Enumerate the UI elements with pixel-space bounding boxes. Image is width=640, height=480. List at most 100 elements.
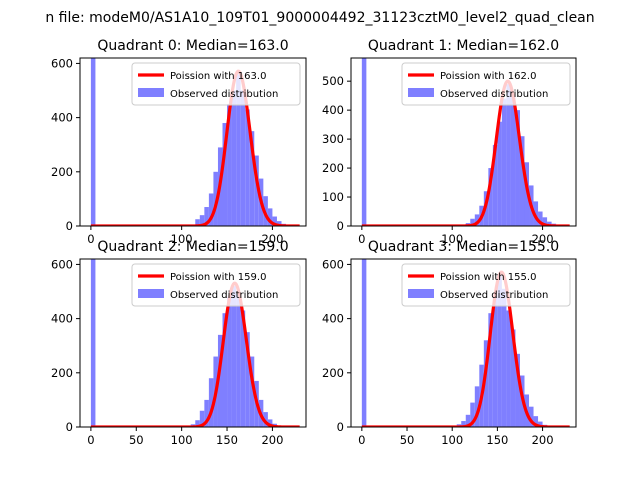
legend-box bbox=[401, 62, 571, 106]
histogram-bar bbox=[501, 288, 507, 427]
legend: Poission with 163.0 Observed distribution bbox=[131, 62, 301, 106]
histogram-bar bbox=[515, 353, 520, 427]
histogram-bar bbox=[529, 406, 534, 427]
histogram-bar bbox=[208, 193, 214, 226]
histogram-bar bbox=[231, 286, 237, 427]
y-tick-label: 200 bbox=[51, 165, 73, 179]
histogram-bar bbox=[515, 110, 520, 226]
y-tick-label: 0 bbox=[337, 219, 344, 233]
axes-frame bbox=[350, 57, 577, 227]
y-tick-label: 400 bbox=[51, 312, 73, 326]
histogram-bar bbox=[217, 334, 223, 427]
legend-hist-swatch bbox=[408, 88, 434, 97]
chart-panel-1: 0 100 200 0 100 200 300 400 500 Quadrant 1: Media… bbox=[322, 38, 577, 246]
poisson-fit-line bbox=[361, 270, 571, 427]
x-tick-label: 150 bbox=[486, 433, 508, 447]
histogram-bar bbox=[470, 218, 475, 226]
legend-fit-label: Poission with 163.0 bbox=[170, 71, 266, 82]
legend-hist-label: Observed distribution bbox=[440, 290, 548, 301]
chart-panel-0: 0 100 200 0 200 400 600 Quadrant 0: Median=163.… bbox=[51, 38, 307, 246]
axes-frame bbox=[79, 258, 307, 428]
x-tick-label: 200 bbox=[261, 232, 283, 246]
chart-title: Quadrant 3: Median=155.0 bbox=[368, 239, 559, 255]
histogram-bar bbox=[249, 131, 255, 226]
x-tick-label: 0 bbox=[87, 433, 94, 447]
histogram-bar bbox=[240, 310, 246, 427]
histogram-bar bbox=[501, 98, 507, 226]
histogram-bar bbox=[474, 214, 480, 226]
x-tick-label: 200 bbox=[261, 433, 283, 447]
histogram-bar bbox=[519, 136, 525, 226]
histogram-bar bbox=[488, 168, 493, 226]
histogram-bar bbox=[231, 90, 237, 226]
histogram-bar bbox=[465, 414, 471, 427]
histogram-bar bbox=[90, 58, 96, 226]
legend-fit-label: Poission with 162.0 bbox=[440, 71, 536, 82]
axes-frame bbox=[79, 57, 307, 227]
x-tick-label: 100 bbox=[441, 433, 463, 447]
histogram-bar bbox=[497, 275, 502, 427]
y-tick-label: 600 bbox=[51, 56, 73, 70]
histogram-bar bbox=[510, 95, 516, 226]
histogram-bar bbox=[538, 421, 543, 427]
y-tick-label: 600 bbox=[51, 257, 73, 271]
histogram-bar bbox=[461, 421, 466, 427]
y-tick-label: 300 bbox=[322, 132, 344, 146]
legend-box bbox=[401, 263, 571, 307]
legend: Poission with 159.0 Observed distribution bbox=[131, 263, 301, 307]
histogram-bar bbox=[204, 399, 209, 427]
histogram-bar bbox=[267, 208, 273, 226]
histogram-bar bbox=[492, 296, 498, 427]
histogram-bar bbox=[195, 420, 200, 427]
y-tick-label: 400 bbox=[51, 111, 73, 125]
histogram-bar bbox=[227, 296, 232, 427]
y-tick-label: 200 bbox=[322, 161, 344, 175]
histogram-bar bbox=[199, 215, 205, 226]
chart-title: Quadrant 1: Median=162.0 bbox=[368, 38, 559, 54]
y-tick-label: 400 bbox=[322, 312, 344, 326]
x-tick-label: 200 bbox=[532, 232, 554, 246]
legend-hist-swatch bbox=[138, 88, 164, 97]
y-tick-label: 0 bbox=[337, 420, 344, 434]
legend-box bbox=[131, 62, 301, 106]
y-tick-label: 400 bbox=[322, 103, 344, 117]
x-tick-label: 0 bbox=[87, 232, 94, 246]
histogram-bar bbox=[492, 144, 498, 226]
chart-panel-2: 0 50 100 150 200 0 200 400 600 Quadrant 2: Median… bbox=[51, 239, 307, 447]
histogram-bar bbox=[263, 412, 268, 427]
histogram-bar bbox=[361, 259, 367, 427]
histogram-bar bbox=[222, 123, 228, 226]
x-tick-label: 150 bbox=[216, 433, 238, 447]
histogram-bar bbox=[483, 340, 489, 427]
histogram-bar bbox=[506, 84, 511, 226]
y-tick-label: 0 bbox=[66, 219, 73, 233]
histogram-bar bbox=[245, 332, 250, 427]
histogram-bar bbox=[204, 207, 209, 226]
histogram-bar bbox=[245, 109, 250, 226]
y-tick-label: 500 bbox=[322, 74, 344, 88]
axes-frame bbox=[350, 258, 577, 428]
histogram-bar bbox=[267, 419, 273, 427]
legend-hist-swatch bbox=[138, 289, 164, 298]
histogram-bar bbox=[199, 410, 205, 427]
figure-title: n file: modeM0/AS1A10_109T01_9000004492_… bbox=[45, 10, 594, 26]
legend-hist-label: Observed distribution bbox=[440, 89, 548, 100]
histogram-bar bbox=[474, 386, 480, 427]
legend-box bbox=[131, 263, 301, 307]
histogram-bar bbox=[533, 416, 539, 427]
histogram-bar bbox=[222, 313, 228, 427]
x-tick-label: 50 bbox=[400, 433, 415, 447]
legend: Poission with 162.0 Observed distribution bbox=[401, 62, 571, 106]
histogram-bar bbox=[506, 310, 511, 427]
x-tick-label: 100 bbox=[171, 433, 193, 447]
histogram-bar bbox=[361, 58, 367, 226]
histogram-bar bbox=[236, 294, 241, 427]
histogram-bar bbox=[276, 221, 282, 226]
histogram-bar bbox=[272, 216, 277, 226]
x-tick-label: 50 bbox=[129, 433, 144, 447]
histogram-bar bbox=[510, 329, 516, 427]
x-tick-label: 100 bbox=[171, 232, 193, 246]
histogram-bar bbox=[470, 402, 475, 427]
y-tick-label: 0 bbox=[66, 420, 73, 434]
histogram-bar bbox=[249, 356, 255, 427]
